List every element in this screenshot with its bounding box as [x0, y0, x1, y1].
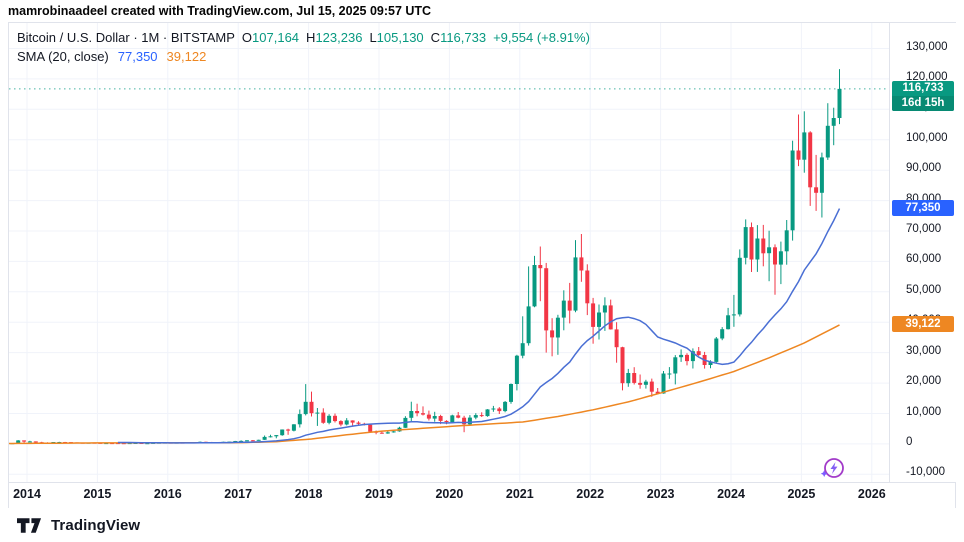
tradingview-logo: [17, 517, 42, 533]
ohlc-value: 123,236: [315, 30, 363, 45]
price-axis-label: 20,000: [906, 375, 942, 388]
ohlc-label: O: [241, 30, 253, 45]
price-axis-label: 70,000: [906, 223, 942, 235]
chart-legend: Bitcoin / U.S. Dollar · 1M · BITSTAMP O10…: [17, 29, 590, 66]
ohlc-label: L: [369, 30, 377, 45]
time-axis-label: 2022: [576, 487, 605, 501]
time-axis-label: 2026: [857, 487, 886, 501]
price-axis-label: 120,000: [906, 70, 948, 83]
time-axis-label: 2021: [505, 487, 534, 501]
attribution-bar: mamrobinaadeel created with TradingView.…: [0, 0, 964, 22]
lightning-boost-icon: [820, 458, 844, 478]
bar-countdown: 16d 15h: [892, 96, 954, 112]
price-axis-label: 0: [906, 435, 913, 448]
time-axis-label: 2019: [365, 487, 393, 501]
footer: TradingView: [0, 508, 964, 542]
change-value: +9,554 (+8.91%): [493, 30, 590, 45]
ohlc-label: H: [306, 30, 316, 45]
time-axis-label: 2018: [294, 487, 323, 501]
candlestick-chart[interactable]: [9, 23, 889, 482]
price-axis-label: 10,000: [906, 405, 942, 418]
chart-widget: Bitcoin / U.S. Dollar · 1M · BITSTAMP O10…: [8, 22, 956, 508]
price-axis-label: 100,000: [906, 131, 948, 144]
time-axis-label: 2014: [13, 487, 41, 501]
last-price-value: 116,733: [902, 82, 944, 95]
footer-brand-text: TradingView: [51, 516, 141, 534]
price-axis-label: 60,000: [906, 253, 942, 266]
time-axis-label: 2015: [83, 487, 112, 501]
boost-lightning-button[interactable]: [818, 454, 848, 482]
sma-fast-line: [117, 208, 841, 444]
price-axis-label: 50,000: [906, 283, 942, 296]
attribution-text: mamrobinaadeel created with TradingView.…: [8, 4, 432, 18]
time-axis-label: 2024: [717, 487, 745, 501]
chart-canvas[interactable]: Bitcoin / U.S. Dollar · 1M · BITSTAMP O10…: [9, 23, 889, 482]
time-scale[interactable]: 2014 2015 2016 2017 2018 2019 2020 2021 2022 2023…: [9, 482, 955, 508]
ohlc-value: 105,130: [376, 30, 424, 45]
symbol-legend-row[interactable]: Bitcoin / U.S. Dollar · 1M · BITSTAMP O10…: [17, 29, 590, 48]
price-axis-label: 130,000: [906, 40, 948, 53]
time-axis-label: 2020: [435, 487, 464, 501]
ohlc-values: O107,164 H123,236 L105,130 C116,733: [235, 30, 486, 45]
symbol-title[interactable]: Bitcoin / U.S. Dollar · 1M · BITSTAMP: [17, 30, 235, 45]
price-axis-label: -10,000: [906, 466, 946, 479]
price-scale[interactable]: 116,733 16d 15h 77,350 39,122 130,000 120…: [889, 23, 956, 482]
time-axis-label: 2025: [787, 487, 816, 501]
sma-legend-row[interactable]: SMA (20, close) 77,350 39,122: [17, 48, 590, 67]
ohlc-value: 107,164: [252, 30, 300, 45]
ohlc-value: 116,733: [440, 30, 487, 45]
price-axis-label: 90,000: [906, 162, 942, 175]
time-axis-label: 2023: [646, 487, 675, 501]
sma-fast-price-badge: 77,350: [892, 200, 954, 217]
price-axis-label: 30,000: [906, 344, 942, 357]
grid: [9, 23, 889, 482]
candles-group: [10, 69, 842, 445]
ohlc-label: C: [430, 30, 441, 45]
sma-slow-legend-value: 39,122: [166, 48, 207, 64]
tradingview-logo-link[interactable]: TradingView: [17, 517, 140, 534]
sma-fast-legend-value: 77,350: [117, 48, 158, 64]
sma-title[interactable]: SMA (20, close): [17, 48, 109, 64]
last-price-badge: 116,733 16d 15h: [892, 81, 954, 112]
time-axis-label: 2017: [224, 487, 253, 501]
time-axis-label: 2016: [153, 487, 182, 501]
sma-slow-price-badge: 39,122: [892, 316, 954, 333]
